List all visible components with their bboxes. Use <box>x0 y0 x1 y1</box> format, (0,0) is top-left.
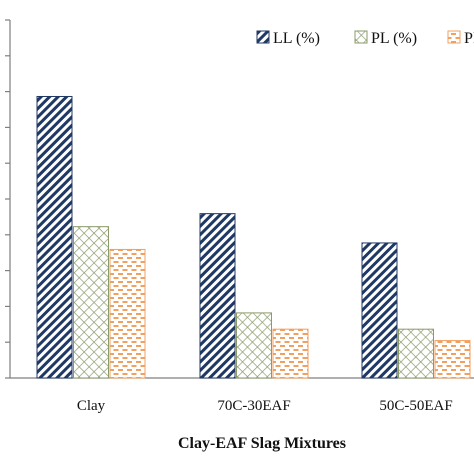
x-tick-label: 70C-30EAF <box>217 398 290 414</box>
bar-ll-clay <box>36 95 73 379</box>
legend-swatch <box>256 30 270 44</box>
bar-pi-70c30eaf <box>272 328 309 379</box>
x-tick-label: 50C-50EAF <box>379 398 452 414</box>
legend-label: LL (%) <box>273 30 320 47</box>
legend: LL (%) PL (%) PI (%) <box>256 30 474 47</box>
bar-ll-50c50eaf <box>361 242 398 379</box>
legend-label: PI (%) <box>464 30 474 47</box>
bar-pl-clay <box>73 226 109 379</box>
legend-label: PL (%) <box>371 30 417 47</box>
bar-pl-70c30eaf <box>236 312 272 379</box>
legend-swatch <box>447 30 461 44</box>
bar-pi-50c50eaf <box>434 340 471 379</box>
bar-pi-clay <box>109 248 146 379</box>
bar-pl-50c50eaf <box>398 328 434 379</box>
x-tick-labels: Clay 70C-30EAF 50C-50EAF <box>77 398 453 414</box>
x-tick-label: Clay <box>77 398 106 414</box>
legend-swatch <box>354 30 368 44</box>
x-axis-title: Clay-EAF Slag Mixtures <box>178 435 346 452</box>
bars <box>36 95 471 379</box>
bar-ll-70c30eaf <box>199 213 236 379</box>
